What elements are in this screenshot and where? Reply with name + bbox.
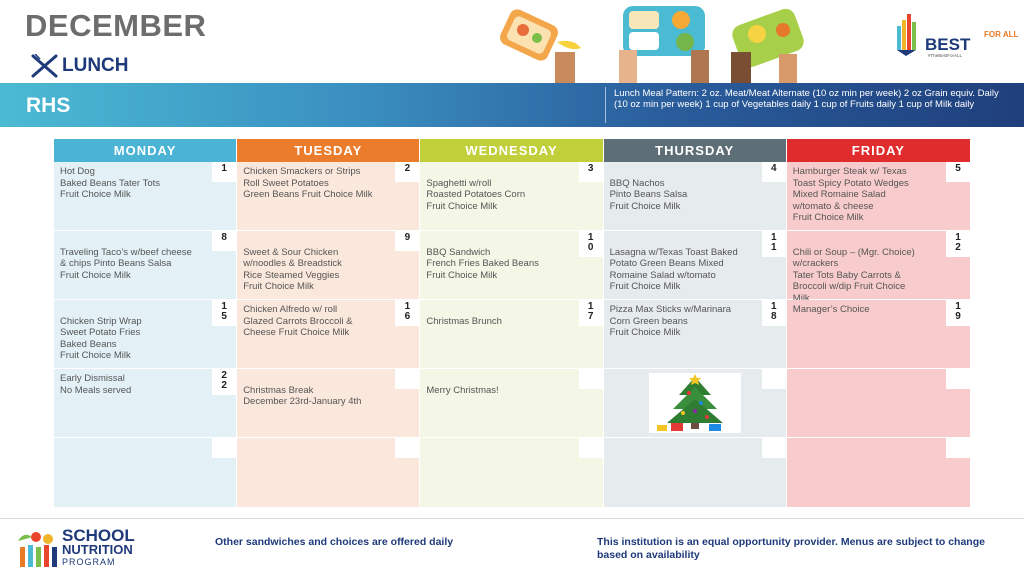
menu-text: Christmas Brunch — [426, 315, 502, 327]
menu-cell: BBQ Sandwich French Fries Baked Beans Fr… — [420, 231, 604, 300]
menu-cell: Chili or Soup – (Mgr. Choice) w/crackers… — [786, 231, 970, 304]
school-banner: RHS Lunch Meal Pattern: 2 oz. Meat/Meat … — [0, 83, 1024, 127]
menu-text: Hamburger Steak w/ Texas Toast Spicy Pot… — [792, 166, 909, 223]
day-number — [761, 438, 786, 458]
banner-divider — [605, 87, 606, 123]
menu-cell — [786, 369, 970, 438]
menu-cell — [54, 438, 238, 508]
menu-cell — [786, 438, 970, 508]
day-number — [945, 369, 970, 389]
day-number: 2 — [395, 162, 420, 182]
menu-cell — [237, 438, 421, 508]
day-number: 1 1 — [761, 231, 786, 257]
school-nutrition-program-logo — [18, 532, 57, 567]
day-number: 9 — [395, 231, 420, 251]
day-number: 5 — [945, 162, 970, 182]
footer-divider — [0, 518, 1024, 519]
day-number — [761, 369, 786, 389]
day-number: 1 0 — [578, 231, 603, 257]
program-name-line2: NUTRITION — [62, 542, 133, 557]
menu-text: BBQ Nachos Pinto Beans Salsa Fruit Choic… — [609, 177, 688, 212]
menu-text: BBQ Sandwich French Fries Baked Beans Fr… — [426, 246, 539, 281]
day-number — [945, 438, 970, 458]
day-number — [578, 369, 603, 389]
menu-text: Chicken Alfredo w/ roll Glazed Carrots B… — [243, 304, 353, 338]
day-number — [395, 369, 420, 389]
day-header-thursday: THURSDAY — [603, 139, 787, 162]
footer-note-right: This institution is an equal opportunity… — [597, 536, 985, 561]
program-name-line1: SCHOOL — [62, 526, 135, 545]
menu-text: Merry Christmas! — [426, 384, 499, 396]
brand-name: BEST — [925, 35, 971, 54]
menu-cell: Chicken Strip Wrap Sweet Potato Fries Ba… — [54, 300, 238, 369]
menu-text: Early Dismissal No Meals served — [60, 373, 132, 396]
food-tray-illustration — [500, 6, 804, 84]
menu-cell: Lasagna w/Texas Toast Baked Potato Green… — [603, 231, 787, 300]
menu-cell: Pizza Max Sticks w/Marinara Corn Green b… — [603, 300, 787, 369]
menu-text: Spaghetti w/roll Roasted Potatoes Corn F… — [426, 177, 526, 212]
menu-text: Chili or Soup – (Mgr. Choice) w/crackers… — [792, 246, 915, 304]
day-number: 8 — [212, 231, 237, 251]
day-number: 1 8 — [761, 300, 786, 326]
brand-subtitle: FOR ALL — [984, 30, 1019, 39]
meal-label-row: LUNCH — [30, 54, 129, 78]
menu-text: Hot Dog Baked Beans Tater Tots Fruit Cho… — [60, 166, 160, 200]
month-title: DECEMBER — [25, 8, 207, 43]
day-number: 4 — [761, 162, 786, 182]
menu-text: Christmas Break December 23rd-January 4t… — [243, 384, 362, 408]
menu-cell: Christmas Brunch 1 7 — [420, 300, 604, 369]
day-number: 2 2 — [212, 369, 237, 395]
day-header-wednesday: WEDNESDAY — [420, 139, 604, 162]
menu-cell: Chicken Smackers or Strips Roll Sweet Po… — [237, 162, 421, 231]
day-number — [578, 438, 603, 458]
menu-text: Manager’s Choice — [792, 304, 870, 315]
menu-cell: Early Dismissal No Meals served 2 2 — [54, 369, 238, 438]
meal-label: LUNCH — [62, 55, 129, 76]
menu-text: Sweet & Sour Chicken w/noodles & Breadst… — [243, 246, 342, 293]
menu-text: Chicken Smackers or Strips Roll Sweet Po… — [243, 166, 373, 200]
school-name: RHS — [26, 94, 71, 117]
menu-text: Pizza Max Sticks w/Marinara Corn Green b… — [609, 304, 732, 338]
day-number: 1 6 — [395, 300, 420, 326]
menu-text: Lasagna w/Texas Toast Baked Potato Green… — [609, 246, 738, 293]
menu-cell: Spaghetti w/roll Roasted Potatoes Corn F… — [420, 162, 604, 231]
menu-text: Chicken Strip Wrap Sweet Potato Fries Ba… — [60, 315, 142, 362]
day-number: 1 2 — [945, 231, 970, 257]
menu-cell: Chicken Alfredo w/ roll Glazed Carrots B… — [237, 300, 421, 369]
menu-calendar: MONDAY TUESDAY WEDNESDAY THURSDAY FRIDAY… — [54, 139, 970, 508]
brand-tagline: #TheBestForALL — [928, 53, 963, 58]
menu-cell: Manager’s Choice 1 9 — [786, 300, 970, 369]
utensils-icon — [31, 54, 58, 78]
day-number — [395, 438, 420, 458]
day-header-friday: FRIDAY — [786, 139, 970, 162]
menu-cell: Hamburger Steak w/ Texas Toast Spicy Pot… — [786, 162, 970, 231]
menu-cell: Merry Christmas! — [420, 369, 604, 438]
day-header-monday: MONDAY — [54, 139, 238, 162]
day-number: 3 — [578, 162, 603, 182]
day-number: 1 — [212, 162, 237, 182]
day-number: 1 9 — [945, 300, 970, 326]
day-number — [212, 438, 237, 458]
menu-cell: Sweet & Sour Chicken w/noodles & Breadst… — [237, 231, 421, 300]
program-name-line3: PROGRAM — [62, 557, 116, 567]
day-header-tuesday: TUESDAY — [237, 139, 421, 162]
menu-cell — [420, 438, 604, 508]
menu-cell — [603, 369, 787, 438]
menu-cell: Traveling Taco’s w/beef cheese & chips P… — [54, 231, 238, 300]
menu-cell: Christmas Break December 23rd-January 4t… — [237, 369, 421, 438]
menu-text: Traveling Taco’s w/beef cheese & chips P… — [60, 246, 192, 281]
christmas-tree-image — [648, 373, 741, 433]
menu-cell: Hot Dog Baked Beans Tater Tots Fruit Cho… — [54, 162, 238, 231]
menu-cell: BBQ Nachos Pinto Beans Salsa Fruit Choic… — [603, 162, 787, 231]
menu-cell — [603, 438, 787, 508]
day-number: 1 7 — [578, 300, 603, 326]
meal-pattern-text: Lunch Meal Pattern: 2 oz. Meat/Meat Alte… — [614, 88, 999, 110]
day-number: 1 5 — [212, 300, 237, 326]
footer-note-left: Other sandwiches and choices are offered… — [215, 536, 454, 548]
best-for-all-logo — [897, 14, 916, 56]
